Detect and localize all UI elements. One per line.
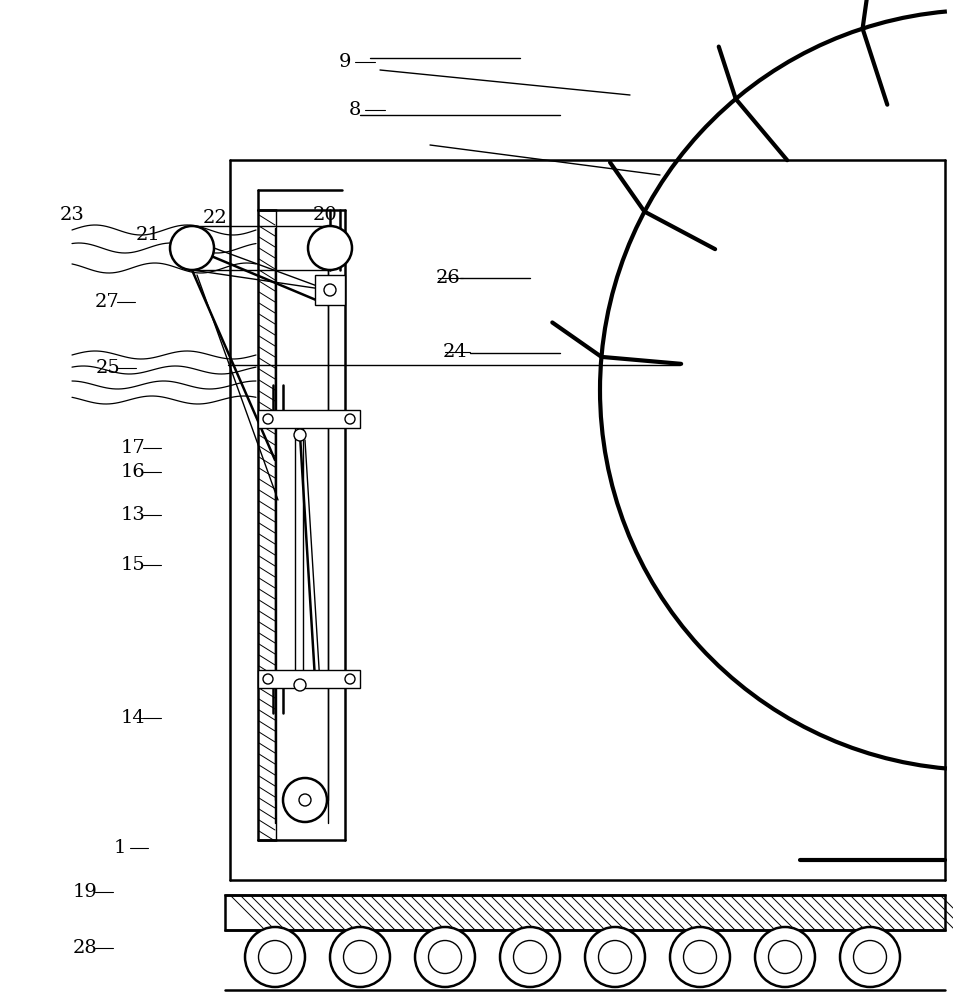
Circle shape (330, 927, 390, 987)
Text: 27: 27 (94, 293, 119, 311)
Circle shape (768, 940, 801, 974)
Circle shape (294, 429, 306, 441)
Text: 17: 17 (120, 439, 145, 457)
Circle shape (258, 940, 292, 974)
Circle shape (669, 927, 729, 987)
Circle shape (263, 674, 273, 684)
Circle shape (415, 927, 475, 987)
Circle shape (853, 940, 885, 974)
Bar (257, 410, 359, 428)
Text: 25: 25 (95, 359, 120, 377)
Bar (257, 670, 359, 688)
Circle shape (513, 940, 546, 974)
Circle shape (682, 940, 716, 974)
Text: 19: 19 (72, 883, 97, 901)
Circle shape (324, 284, 335, 296)
Circle shape (598, 940, 631, 974)
Circle shape (499, 927, 559, 987)
Text: 24: 24 (442, 343, 467, 361)
Text: 28: 28 (72, 939, 97, 957)
Text: 9: 9 (338, 53, 351, 71)
Text: 15: 15 (120, 556, 145, 574)
Text: 23: 23 (59, 206, 85, 224)
Text: 16: 16 (120, 463, 145, 481)
Circle shape (263, 414, 273, 424)
Text: 21: 21 (135, 226, 160, 244)
Text: 20: 20 (313, 206, 337, 224)
Text: 14: 14 (120, 709, 145, 727)
Text: 1: 1 (113, 839, 126, 857)
Circle shape (754, 927, 814, 987)
Text: 22: 22 (202, 209, 227, 227)
Circle shape (294, 679, 306, 691)
Circle shape (298, 794, 311, 806)
Circle shape (283, 778, 327, 822)
Circle shape (584, 927, 644, 987)
Text: 8: 8 (349, 101, 361, 119)
Bar (314, 275, 345, 305)
Circle shape (345, 414, 355, 424)
Circle shape (308, 226, 352, 270)
Circle shape (245, 927, 305, 987)
Circle shape (170, 226, 213, 270)
Text: 26: 26 (436, 269, 460, 287)
Text: 13: 13 (120, 506, 145, 524)
Circle shape (343, 940, 376, 974)
Circle shape (428, 940, 461, 974)
Bar (225, 895, 944, 930)
Circle shape (345, 674, 355, 684)
Circle shape (840, 927, 899, 987)
